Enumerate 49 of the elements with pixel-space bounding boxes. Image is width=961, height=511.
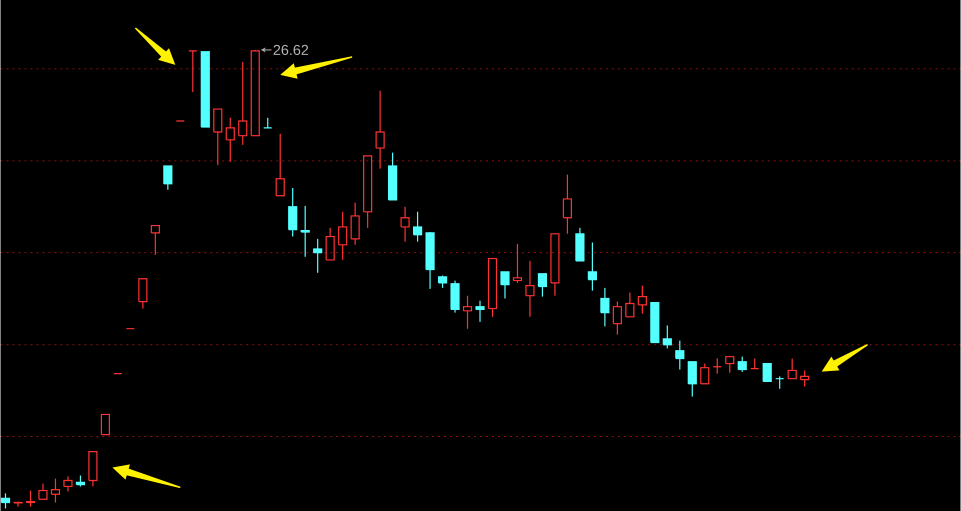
candlestick	[788, 358, 797, 380]
candlestick	[550, 232, 560, 296]
candlestick	[688, 360, 697, 397]
candlestick	[213, 108, 222, 166]
candlestick	[26, 490, 36, 507]
candlestick	[775, 376, 784, 390]
candlestick	[750, 358, 760, 369]
candlestick	[700, 362, 710, 384]
candlestick	[400, 206, 410, 242]
candlestick	[50, 478, 60, 503]
candlestick	[226, 116, 235, 162]
candlestick	[800, 370, 810, 387]
candlestick	[313, 238, 322, 274]
candlestick	[263, 116, 272, 128]
candlestick	[412, 210, 422, 242]
candlestick	[538, 272, 548, 297]
candlestick	[326, 227, 335, 260]
candlestick	[500, 271, 510, 299]
candlestick	[625, 292, 634, 318]
candlestick	[163, 165, 172, 190]
candlestick	[0, 492, 10, 509]
candlestick	[276, 133, 285, 196]
candlestick	[725, 354, 734, 374]
candlestick	[475, 300, 485, 322]
candlestick	[612, 300, 622, 336]
candlestick	[600, 287, 610, 327]
candlestick	[562, 174, 572, 234]
candlestick	[675, 340, 684, 370]
candlestick	[425, 231, 435, 290]
candlestick	[662, 324, 672, 349]
candlestick	[588, 242, 597, 292]
candlestick	[376, 90, 385, 170]
candlestick	[338, 210, 348, 260]
annotation: 26.62	[274, 44, 308, 55]
candlestick	[350, 202, 360, 246]
candlestick	[150, 224, 160, 256]
candlestick	[462, 294, 472, 330]
candlestick	[712, 358, 722, 374]
candlestick	[638, 284, 647, 314]
candlestick	[288, 187, 298, 237]
candlestick	[363, 155, 372, 228]
candlestick	[388, 152, 398, 200]
candlestick	[238, 61, 248, 146]
candlestick	[738, 356, 747, 372]
candlestick	[525, 260, 535, 318]
candlestick	[63, 476, 73, 492]
candlestick	[300, 205, 310, 258]
candlestick	[512, 243, 522, 284]
candlestick	[188, 50, 198, 92]
